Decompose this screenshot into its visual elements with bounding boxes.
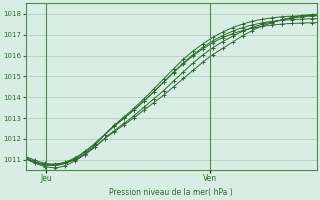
X-axis label: Pression niveau de la mer( hPa ): Pression niveau de la mer( hPa ) [109,188,233,197]
